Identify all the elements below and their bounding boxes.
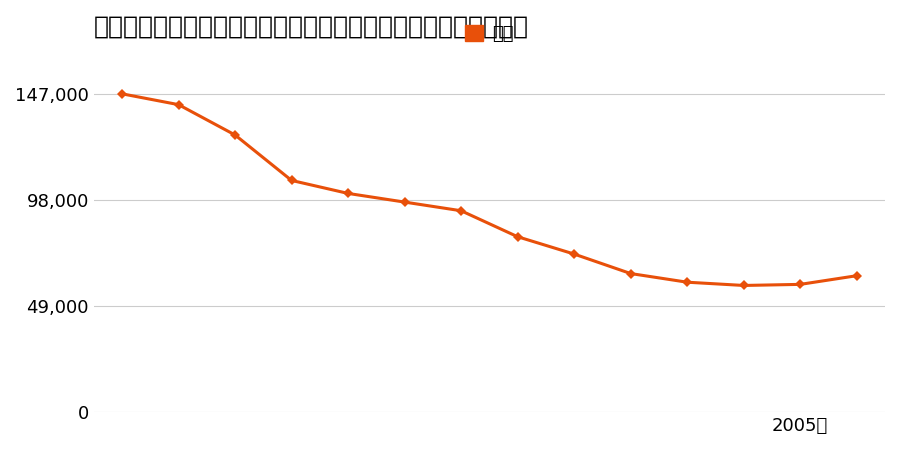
Text: 東京都西多摩郡瑞穂町大字高根字高根新田６４９番３の地価推移: 東京都西多摩郡瑞穂町大字高根字高根新田６４９番３の地価推移 xyxy=(94,15,528,39)
Legend: 価格: 価格 xyxy=(458,18,521,50)
